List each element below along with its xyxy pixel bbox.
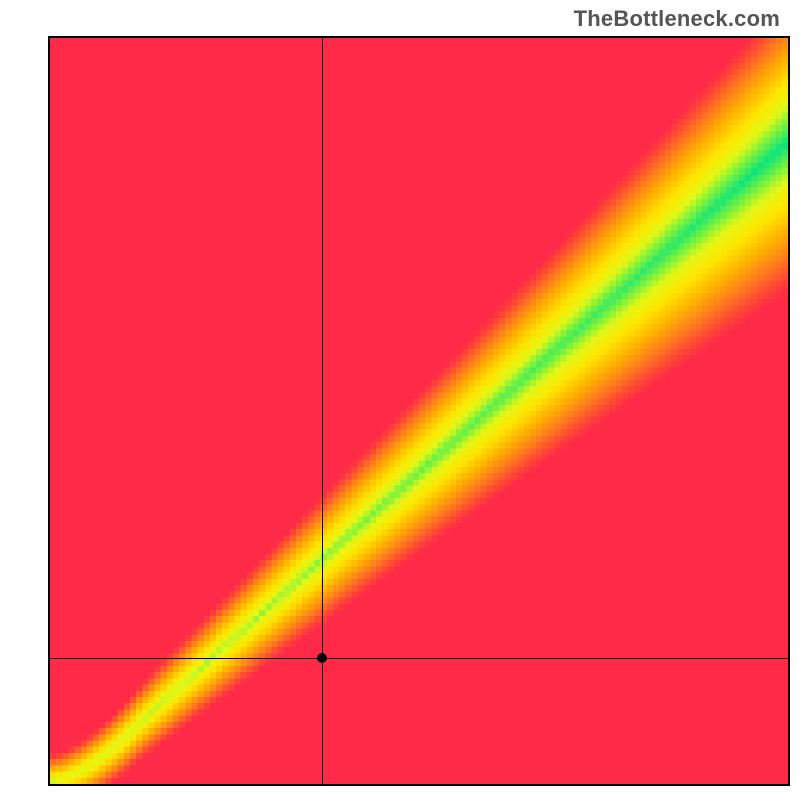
crosshair-horizontal-line bbox=[50, 658, 788, 659]
crosshair-vertical-line bbox=[322, 38, 323, 784]
heatmap-plot-frame bbox=[48, 36, 790, 786]
selected-point-marker bbox=[317, 653, 327, 663]
watermark-text: TheBottleneck.com bbox=[574, 6, 780, 32]
heatmap-canvas bbox=[50, 38, 788, 784]
